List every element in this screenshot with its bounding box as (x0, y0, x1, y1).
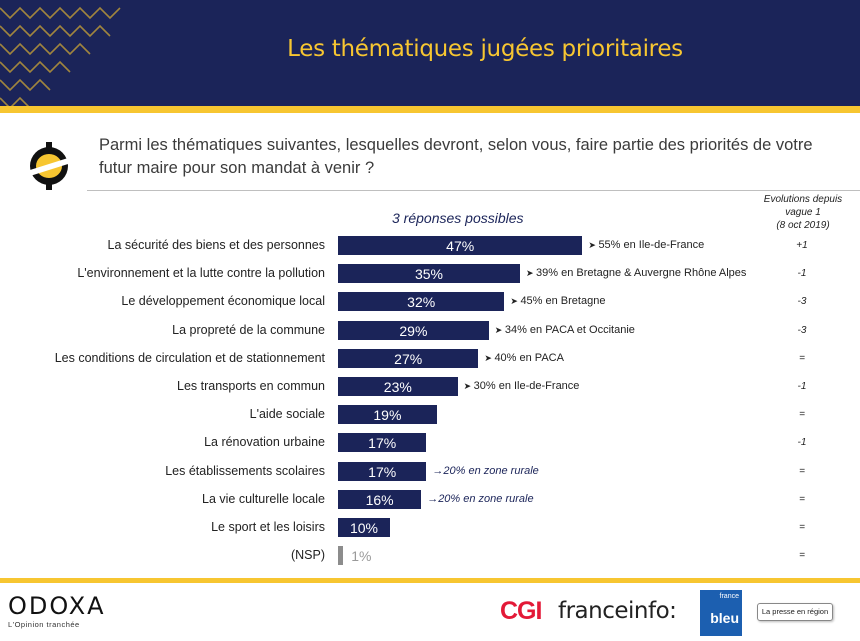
regional-note: →20% en zone rurale (432, 465, 538, 477)
regional-note-text: 34% en PACA et Occitanie (504, 323, 635, 336)
bar (338, 320, 489, 340)
bar (338, 489, 422, 509)
evolution-header-line: (8 oct 2019) (776, 220, 830, 231)
regional-note-text: 45% en Bretagne (520, 295, 606, 308)
category-label: Le sport et les loisirs (211, 520, 325, 534)
cgi-logo: CGI (500, 597, 542, 625)
data-label: 35% (414, 266, 444, 283)
data-label: 17% (368, 463, 397, 480)
data-label: 17% (368, 435, 397, 452)
bar (338, 461, 427, 481)
responses-note: 3 réponses possibles (392, 210, 524, 226)
regional-note-text: 20% en zone rurale (443, 464, 539, 477)
data-label: 27% (394, 350, 423, 367)
chevron-right-icon: ➤ (484, 352, 495, 363)
regional-note-text: 30% en Ile-de-France (473, 380, 580, 392)
regional-note-text: 40% en PACA (494, 351, 564, 364)
arrow-right-icon: → (432, 464, 444, 477)
data-label: 23% (383, 379, 412, 395)
regional-note: ➤ 45% en Bretagne (510, 295, 605, 307)
bar (338, 236, 583, 255)
regional-note-text: 55% en Ile-de-France (598, 239, 705, 251)
regional-note: →20% en zone rurale (427, 493, 533, 505)
presse-en-region-logo: La presse en région (757, 603, 833, 621)
bar (338, 292, 505, 312)
data-label: 10% (349, 520, 379, 536)
france-bleu-logo: france bleu (700, 590, 742, 636)
bar (338, 433, 427, 453)
france-bleu-top: france (719, 593, 739, 600)
chevron-right-icon: ➤ (510, 296, 521, 307)
bar (338, 264, 520, 284)
category-label: Les établissements scolaires (165, 463, 325, 478)
survey-question: Parmi les thématiques suivantes, lesquel… (99, 136, 813, 177)
evolution-header: Evolutions depuis vague 1 (8 oct 2019) (756, 193, 850, 232)
evolution-value: -3 (797, 324, 807, 336)
data-label: 1% (351, 548, 372, 565)
chevron-right-icon: ➤ (588, 240, 599, 250)
arrow-right-icon: → (427, 492, 439, 505)
evolution-value: +1 (796, 240, 808, 251)
odoxa-question-icon (30, 142, 68, 190)
evolution-value: -1 (797, 268, 807, 280)
bar (338, 546, 344, 566)
evolution-value: = (799, 550, 805, 562)
category-label: L'environnement et la lutte contre la po… (77, 266, 325, 281)
regional-note: ➤ 40% en PACA (484, 352, 564, 364)
category-label: La rénovation urbaine (204, 435, 325, 450)
regional-note-text: 39% en Bretagne & Auvergne Rhône Alpes (536, 267, 747, 280)
regional-note-text: 20% en zone rurale (438, 492, 534, 505)
evolution-value: = (799, 465, 805, 477)
evolution-value: = (799, 352, 805, 364)
regional-note: ➤ 39% en Bretagne & Auvergne Rhône Alpes (526, 267, 746, 279)
data-label: 29% (399, 322, 428, 339)
regional-note: ➤ 30% en Ile-de-France (464, 380, 580, 392)
category-label: Les transports en commun (177, 379, 325, 393)
data-label: 19% (373, 407, 402, 424)
category-label: La propreté de la commune (172, 322, 325, 337)
header-banner: Les thématiques jugées prioritaires (0, 0, 860, 106)
category-label: L'aide sociale (249, 407, 325, 422)
category-label: La vie culturelle locale (202, 491, 325, 506)
evolution-value: -1 (797, 437, 807, 449)
odoxa-wordmark: ODOXA (8, 592, 106, 620)
evolution-header-line: vague 1 (785, 207, 821, 218)
odoxa-logo: ODOXA L'Opinion tranchée (8, 592, 106, 629)
evolution-value: = (799, 409, 805, 421)
evolution-value: -3 (797, 296, 807, 308)
odoxa-tagline: L'Opinion tranchée (8, 620, 80, 629)
category-label: Le développement économique local (121, 294, 325, 309)
franceinfo-logo: franceinfo: (558, 598, 677, 624)
chevron-right-icon: ➤ (526, 268, 537, 279)
evolution-header-line: Evolutions depuis (763, 194, 843, 205)
chevron-right-icon: ➤ (463, 381, 474, 391)
divider-line (87, 190, 860, 191)
bar (338, 518, 390, 537)
accent-divider (0, 106, 860, 113)
data-label: 32% (407, 294, 436, 311)
bar (338, 405, 437, 425)
page-title: Les thématiques jugées prioritaires (287, 36, 683, 62)
category-label: Les conditions de circulation et de stat… (54, 350, 325, 365)
category-label: La sécurité des biens et des personnes (107, 238, 326, 252)
data-label: 47% (446, 238, 475, 254)
category-label: (NSP) (290, 548, 325, 563)
france-bleu-main: bleu (710, 610, 739, 626)
bar (338, 348, 479, 368)
evolution-value: = (799, 493, 805, 505)
regional-note: ➤ 55% en Ile-de-France (588, 239, 704, 251)
evolution-value: -1 (797, 381, 807, 392)
chevron-pattern-icon (0, 6, 121, 106)
data-label: 16% (365, 491, 394, 508)
bar (338, 377, 458, 396)
chevron-right-icon: ➤ (494, 324, 505, 335)
regional-note: ➤ 34% en PACA et Occitanie (495, 324, 635, 336)
evolution-value: = (799, 522, 805, 533)
accent-divider-bottom (0, 578, 860, 583)
